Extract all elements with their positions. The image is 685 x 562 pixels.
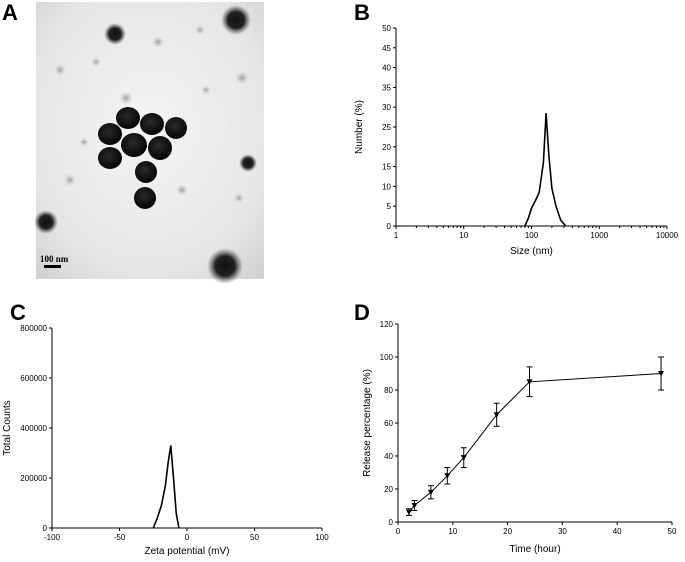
x-tick-label: 30 xyxy=(558,527,567,536)
panel-b-label: B xyxy=(354,0,370,25)
x-tick-label: 50 xyxy=(668,527,677,536)
y-axis-title: Total Counts xyxy=(2,400,13,456)
y-tick-label: 10 xyxy=(382,182,391,191)
nanoparticle xyxy=(140,113,164,135)
nanoparticle xyxy=(98,147,122,169)
chart-panel-d: 0 10 20 30 40 50 0 20 40 60 80 100 120 Time (hour) Rel… xyxy=(362,320,677,555)
scale-bar xyxy=(44,265,61,268)
y-tick-label: 60 xyxy=(384,419,393,428)
y-tick-label: 120 xyxy=(380,320,394,329)
data-point xyxy=(411,503,418,509)
micrograph-blob xyxy=(176,184,188,196)
x-tick-label: 100 xyxy=(315,533,329,542)
nanoparticle xyxy=(134,187,156,209)
series-line xyxy=(408,373,662,513)
data-point xyxy=(526,379,533,385)
x-tick-label: 10 xyxy=(448,527,457,536)
y-tick-label: 5 xyxy=(387,202,392,211)
y-tick-label: 25 xyxy=(382,123,391,132)
y-tick-label: 200000 xyxy=(20,474,47,483)
data-point xyxy=(460,455,467,461)
nanoparticle xyxy=(165,117,187,139)
micrograph-blob xyxy=(79,137,89,147)
x-tick-label: -100 xyxy=(44,533,61,542)
chart-panel-c: -100 -50 0 50 100 0 200000 400000 600000 800000 Ze… xyxy=(2,324,329,557)
micrograph-blob xyxy=(152,36,164,48)
y-tick-label: 800000 xyxy=(20,324,47,333)
nanoparticle xyxy=(148,136,172,160)
x-axis-title: Size (nm) xyxy=(510,246,553,257)
y-tick-label: 0 xyxy=(389,518,394,527)
micrograph-blob xyxy=(104,23,126,45)
x-tick-label: 40 xyxy=(613,527,622,536)
y-tick-label: 40 xyxy=(384,452,393,461)
micrograph-blob xyxy=(54,64,66,76)
panel-a-label: A xyxy=(2,0,18,25)
micrograph-blob xyxy=(64,174,76,186)
micrograph-blob xyxy=(119,91,133,105)
data-point xyxy=(444,473,451,479)
micrograph-blob xyxy=(234,193,244,203)
y-axis-title: Release percentage (%) xyxy=(362,369,373,477)
x-tick-label: 50 xyxy=(250,533,259,542)
data-point xyxy=(405,509,412,516)
x-tick-label: 0 xyxy=(396,527,401,536)
nanoparticle xyxy=(121,133,147,157)
x-tick-label: 10 xyxy=(459,231,468,240)
y-tick-label: 50 xyxy=(382,24,391,33)
y-tick-label: 35 xyxy=(382,83,391,92)
y-tick-label: 20 xyxy=(384,485,393,494)
y-tick-label: 600000 xyxy=(20,374,47,383)
x-tick-label: 0 xyxy=(185,533,190,542)
micrograph-blob xyxy=(34,210,58,234)
data-point xyxy=(493,412,500,418)
data-point xyxy=(427,489,434,496)
chart-panel-b: 1 10 100 1000 10000 0 5 10 15 20 25 30 35 40 45 50 Size … xyxy=(354,24,679,257)
x-tick-label: 20 xyxy=(503,527,512,536)
y-tick-label: 45 xyxy=(382,44,391,53)
micrograph-blob xyxy=(239,154,257,172)
y-tick-label: 20 xyxy=(382,143,391,152)
x-tick-label: 10000 xyxy=(656,231,679,240)
micrograph-blob xyxy=(235,71,249,85)
x-axis-title: Time (hour) xyxy=(509,544,560,555)
x-tick-label: 1000 xyxy=(590,231,608,240)
micrograph-blob xyxy=(201,85,211,95)
x-tick-label: 1 xyxy=(394,231,399,240)
micrograph-blob xyxy=(195,25,205,35)
y-tick-label: 400000 xyxy=(20,424,47,433)
tem-micrograph: 100 nm xyxy=(34,2,264,284)
y-tick-label: 100 xyxy=(380,353,394,362)
data-point xyxy=(658,371,665,377)
y-tick-label: 15 xyxy=(382,163,391,172)
nanoparticle xyxy=(116,107,140,129)
y-tick-label: 0 xyxy=(43,524,48,533)
micrograph-background xyxy=(36,2,264,279)
micrograph-blob xyxy=(207,248,243,284)
x-tick-label: -50 xyxy=(114,533,126,542)
y-tick-label: 80 xyxy=(384,386,393,395)
y-axis-title: Number (%) xyxy=(354,100,365,154)
panel-d-label: D xyxy=(354,300,370,325)
scale-bar-label: 100 nm xyxy=(40,254,69,264)
y-tick-label: 30 xyxy=(382,103,391,112)
micrograph-blob xyxy=(91,57,101,67)
nanoparticle xyxy=(98,123,122,145)
series-line xyxy=(152,445,180,529)
x-axis-title: Zeta potential (mV) xyxy=(144,546,229,557)
y-tick-label: 0 xyxy=(387,222,392,231)
micrograph-blob xyxy=(221,5,251,35)
series-line xyxy=(524,113,567,227)
x-tick-label: 100 xyxy=(525,231,539,240)
nanoparticle-cluster xyxy=(98,107,187,209)
nanoparticle xyxy=(135,161,157,183)
panel-c-label: C xyxy=(10,300,26,325)
y-tick-label: 40 xyxy=(382,64,391,73)
